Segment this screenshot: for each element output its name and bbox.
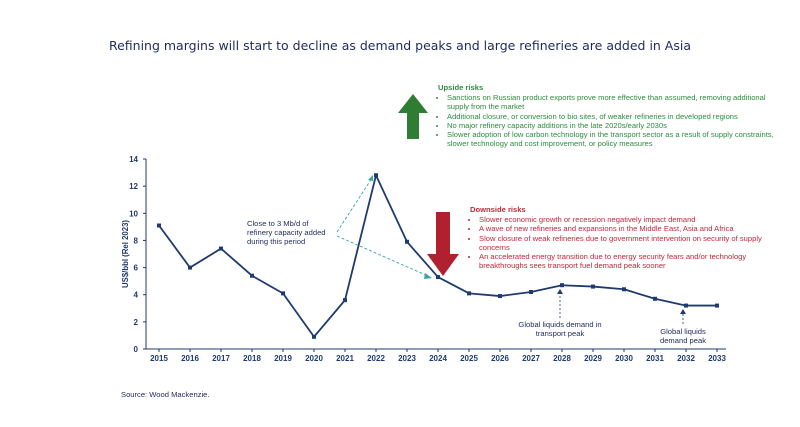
- x-tick-label: 2022: [367, 354, 385, 363]
- data-point: [157, 223, 161, 228]
- data-point: [622, 287, 626, 292]
- x-tick-label: 2018: [243, 354, 261, 363]
- capacity-arrow-down: [336, 235, 429, 277]
- peak2032-arrow-head: [680, 309, 686, 314]
- y-axis-label: US$/bbl (Rel 2023): [121, 220, 130, 288]
- peak-2032-annotation: Global liquids demand peak: [659, 327, 707, 346]
- x-tick-label: 2032: [677, 354, 695, 363]
- upside-risk-item: Slower adoption of low carbon technology…: [447, 130, 778, 148]
- downside-risk-item: Slower economic growth or recession nega…: [479, 215, 770, 224]
- x-tick-label: 2020: [305, 354, 323, 363]
- downside-risk-item: A wave of new refineries and expansions …: [479, 224, 770, 233]
- upside-risks-title: Upside risks: [438, 83, 484, 92]
- x-tick-label: 2023: [398, 354, 416, 363]
- upside-risk-item: Sanctions on Russian product exports pro…: [447, 93, 778, 111]
- y-tick-label: 8: [134, 236, 139, 245]
- x-tick-label: 2026: [491, 354, 509, 363]
- data-point: [560, 283, 564, 288]
- y-tick-label: 4: [134, 291, 139, 300]
- x-tick-label: 2021: [336, 354, 354, 363]
- data-point: [188, 265, 192, 270]
- upside-risk-item: No major refinery capacity additions in …: [447, 121, 778, 130]
- capacity-annotation: Close to 3 Mb/d of refinery capacity add…: [247, 219, 326, 247]
- data-point: [343, 298, 347, 303]
- downside-risks-title: Downside risks: [470, 205, 526, 214]
- data-point: [684, 303, 688, 308]
- y-tick-label: 14: [129, 155, 138, 164]
- x-tick-label: 2025: [460, 354, 478, 363]
- data-point: [219, 246, 223, 251]
- capacity-arrow-down-head: [424, 273, 432, 279]
- peak-2028-annotation: Global liquids demand in transport peak: [518, 320, 602, 339]
- downside-risks-list: Slower economic growth or recession nega…: [470, 215, 770, 270]
- upside-risk-item: Additional closure, or conversion to bio…: [447, 112, 778, 121]
- upside-risks-list: Sanctions on Russian product exports pro…: [438, 93, 778, 148]
- upside-arrow-icon: [398, 94, 428, 139]
- y-tick-label: 0: [134, 345, 139, 354]
- data-point: [436, 275, 440, 280]
- x-tick-label: 2024: [429, 354, 447, 363]
- x-tick-label: 2015: [150, 354, 168, 363]
- x-tick-label: 2016: [181, 354, 199, 363]
- data-point: [591, 284, 595, 289]
- data-point: [405, 239, 409, 244]
- x-tick-label: 2030: [615, 354, 633, 363]
- data-point: [653, 296, 657, 301]
- x-tick-label: 2029: [584, 354, 602, 363]
- data-point: [374, 173, 378, 178]
- data-point: [715, 303, 719, 308]
- capacity-arrow-up-head: [368, 175, 373, 181]
- data-point: [498, 294, 502, 299]
- x-tick-label: 2017: [212, 354, 230, 363]
- y-tick-label: 12: [129, 182, 138, 191]
- x-tick-label: 2028: [553, 354, 571, 363]
- x-tick-label: 2033: [708, 354, 726, 363]
- downside-arrow-icon: [427, 212, 459, 276]
- data-point: [529, 290, 533, 294]
- x-tick-label: 2027: [522, 354, 540, 363]
- downside-risk-item: Slow closure of weak refineries due to g…: [479, 234, 770, 252]
- source-note: Source: Wood Mackenzie.: [121, 390, 210, 399]
- capacity-arrow-up: [336, 177, 373, 233]
- y-tick-label: 10: [129, 209, 138, 218]
- x-tick-label: 2031: [646, 354, 664, 363]
- x-tick-label: 2019: [274, 354, 292, 363]
- y-tick-label: 6: [134, 264, 139, 273]
- downside-risks-box: Downside risks Slower economic growth or…: [470, 205, 770, 270]
- data-point: [467, 291, 471, 296]
- peak2028-arrow-head: [557, 289, 563, 294]
- data-point: [281, 291, 285, 296]
- data-point: [250, 273, 254, 278]
- data-point: [312, 334, 316, 339]
- upside-risks-box: Upside risks Sanctions on Russian produc…: [438, 83, 778, 148]
- y-tick-label: 2: [134, 318, 139, 327]
- chart-title: Refining margins will start to decline a…: [108, 38, 692, 53]
- downside-risk-item: An accelerated energy transition due to …: [479, 252, 770, 270]
